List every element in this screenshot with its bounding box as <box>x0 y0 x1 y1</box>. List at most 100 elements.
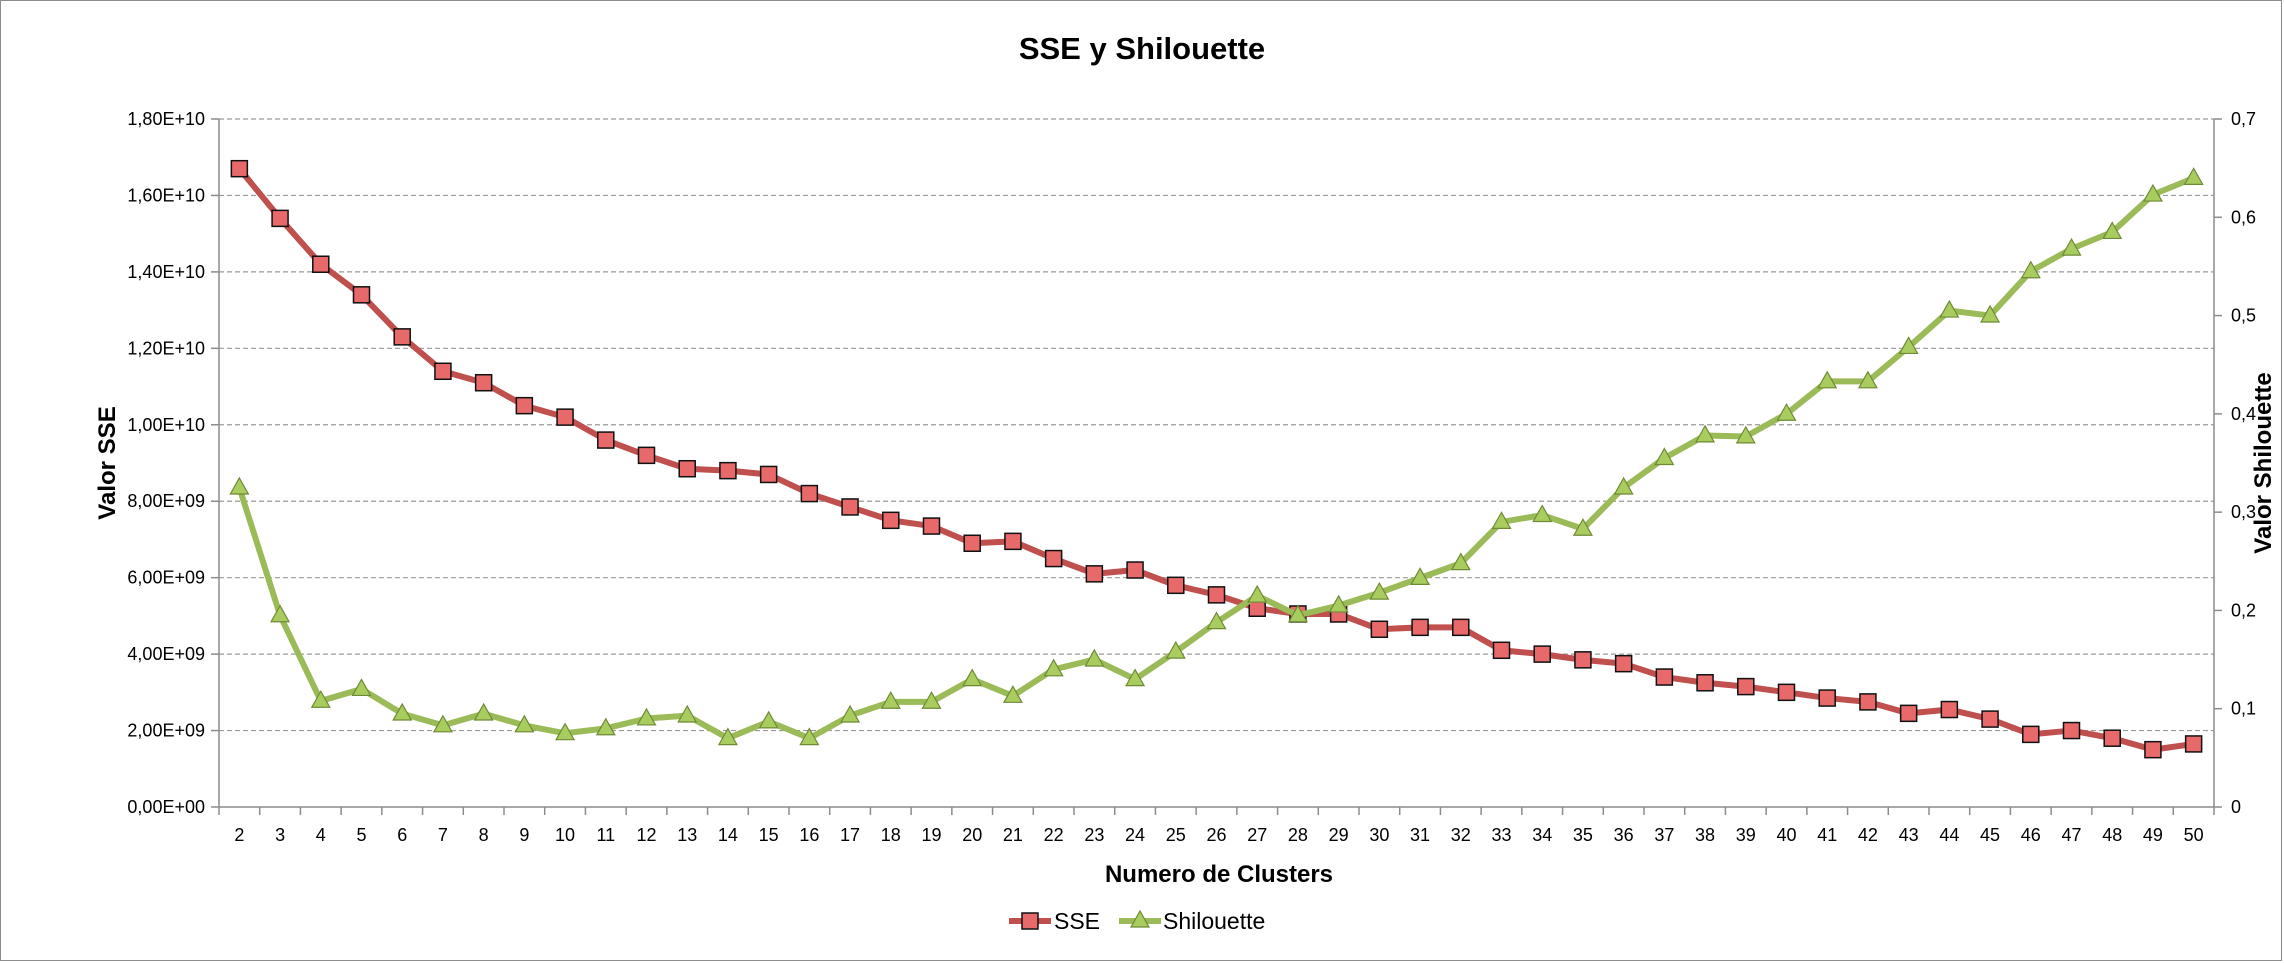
axes <box>218 119 2215 808</box>
shilouette-point <box>1817 370 1838 389</box>
x-tick-label: 20 <box>962 825 982 845</box>
shilouette-point <box>1287 604 1308 623</box>
right-tick-label: 0,1 <box>2231 699 2256 719</box>
shilouette-point <box>677 704 698 723</box>
shilouette-point <box>310 690 331 708</box>
shilouette-point <box>1939 299 1960 318</box>
shilouette-point <box>1043 658 1064 677</box>
x-tick-label: 9 <box>519 825 529 845</box>
left-tick-label: 1,00E+10 <box>127 415 205 435</box>
series-shilouette <box>229 167 2204 746</box>
shilouette-point <box>1654 447 1675 466</box>
right-tick-label: 0,4 <box>2231 404 2256 424</box>
shilouette-point <box>840 704 861 723</box>
shilouette-point <box>799 727 820 746</box>
sse-point <box>1859 693 1877 711</box>
shilouette-point <box>1002 685 1023 703</box>
shilouette-point <box>2142 183 2163 202</box>
x-tick-label: 23 <box>1084 825 1104 845</box>
x-tick-label: 50 <box>2184 825 2204 845</box>
shilouette-point <box>1328 594 1349 613</box>
x-tick-label: 25 <box>1166 825 1186 845</box>
right-tick-label: 0,7 <box>2231 109 2256 129</box>
x-tick-label: 12 <box>636 825 656 845</box>
x-tick-label: 33 <box>1491 825 1511 845</box>
left-tick-label: 1,40E+10 <box>127 262 205 282</box>
x-tick-label: 30 <box>1369 825 1389 845</box>
shilouette-point <box>514 714 535 733</box>
sse-point <box>515 396 534 415</box>
sse-point <box>1370 620 1389 639</box>
sse-point <box>1737 677 1755 696</box>
shilouette-point <box>1247 584 1268 603</box>
shilouette-point <box>392 702 413 721</box>
x-tick-label: 21 <box>1003 825 1023 845</box>
left-tick-label: 8,00E+09 <box>127 491 205 511</box>
x-tick-label: 44 <box>1939 825 1959 845</box>
x-tick-label: 7 <box>438 825 448 845</box>
x-tick-label: 8 <box>479 825 489 845</box>
sse-point <box>1981 710 1999 728</box>
x-tick-label: 18 <box>881 825 901 845</box>
x-tick-label: 17 <box>840 825 860 845</box>
x-tick-label: 2 <box>234 825 244 845</box>
series-layer <box>229 159 2204 759</box>
shilouette-point <box>1410 567 1431 585</box>
series-sse <box>230 159 2203 759</box>
shilouette-point <box>1369 581 1390 600</box>
x-tick-label: 35 <box>1573 825 1593 845</box>
x-tick-label: 14 <box>718 825 738 845</box>
x-axis-ticks: 2 3 4 5 6 7 8 9 10 11 12 13 14 15 16 17 18 19 20 21 22 23 24 25… <box>218 807 2215 845</box>
sse-point <box>1614 654 1633 673</box>
x-axis-title: Numero de Clusters <box>1105 861 1333 888</box>
sse-point <box>678 459 696 478</box>
sse-point <box>1574 651 1592 669</box>
gridlines <box>219 118 2214 732</box>
right-tick-label: 0,3 <box>2231 502 2256 522</box>
legend-label-sse: SSE <box>1054 908 1100 934</box>
shilouette-point <box>1980 304 2001 323</box>
x-tick-label: 24 <box>1125 825 1145 845</box>
x-tick-label: 11 <box>596 825 615 845</box>
shilouette-point <box>1084 648 1105 667</box>
right-tick-label: 0 <box>2231 797 2241 817</box>
shilouette-point <box>432 714 453 733</box>
sse-point <box>882 511 900 530</box>
x-tick-label: 39 <box>1736 825 1756 845</box>
shilouette-point <box>595 717 616 736</box>
sse-point <box>271 209 289 228</box>
left-tick-label: 1,80E+10 <box>127 109 205 129</box>
shilouette-point <box>717 727 738 746</box>
shilouette-point <box>962 668 983 687</box>
sse-point <box>1411 618 1429 637</box>
x-tick-label: 47 <box>2061 825 2081 845</box>
shilouette-point <box>758 710 779 729</box>
sse-point <box>637 446 656 465</box>
shilouette-point <box>2183 167 2204 185</box>
sse-point <box>597 431 615 449</box>
x-tick-label: 38 <box>1695 825 1715 845</box>
shilouette-point <box>270 604 291 623</box>
left-axis-ticks: 0,00E+00 2,00E+09 4,00E+09 6,00E+09 8,00E+09… <box>127 109 219 817</box>
x-tick-label: 28 <box>1288 825 1308 845</box>
sse-point <box>1085 565 1104 583</box>
x-tick-label: 10 <box>555 825 575 845</box>
shilouette-point <box>1450 552 1471 571</box>
shilouette-point <box>1165 640 1186 659</box>
sse-point <box>1167 576 1185 595</box>
shilouette-point <box>1735 425 1756 444</box>
shilouette-point <box>2102 221 2123 240</box>
x-tick-label: 27 <box>1247 825 1267 845</box>
x-tick-label: 34 <box>1532 825 1552 845</box>
x-tick-label: 46 <box>2021 825 2041 845</box>
x-tick-label: 49 <box>2143 825 2163 845</box>
sse-point <box>1492 641 1511 660</box>
sse-point <box>556 408 574 426</box>
sse-point <box>2103 729 2121 747</box>
shilouette-point <box>2020 260 2041 279</box>
shilouette-point <box>1776 403 1797 421</box>
sse-point <box>1533 645 1551 663</box>
x-tick-label: 22 <box>1044 825 1064 845</box>
left-tick-label: 1,60E+10 <box>127 185 205 205</box>
